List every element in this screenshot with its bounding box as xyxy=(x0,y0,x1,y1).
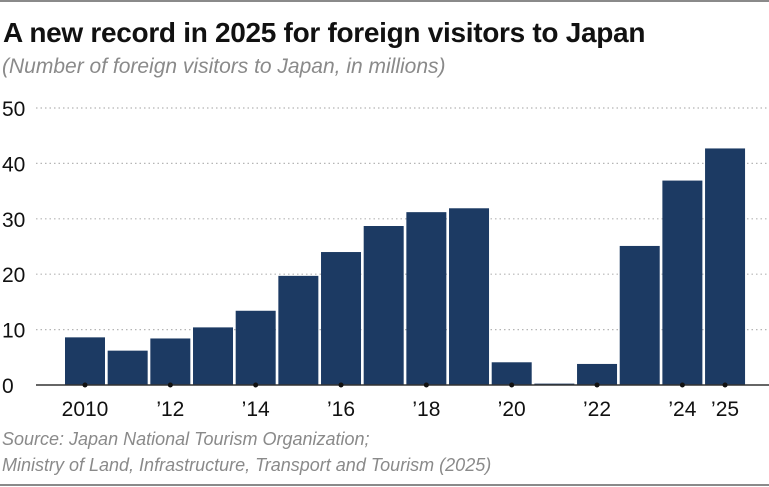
bar-2017 xyxy=(363,226,404,385)
x-tick-label: ’14 xyxy=(242,398,270,421)
x-tick-dot xyxy=(82,382,88,388)
bar-2022 xyxy=(577,363,618,385)
bar-2015 xyxy=(278,275,319,385)
bar-2025 xyxy=(705,148,746,385)
x-tick-dot xyxy=(509,382,515,388)
bar-2023 xyxy=(619,245,660,385)
bar-2018 xyxy=(406,212,447,385)
bottom-rule xyxy=(0,484,769,486)
y-tick-label: 50 xyxy=(2,98,25,121)
source-line-2: Ministry of Land, Infrastructure, Transp… xyxy=(2,455,492,475)
x-tick-label: ’18 xyxy=(412,398,440,421)
x-tick-dot xyxy=(722,382,728,388)
bar-2012 xyxy=(150,338,191,385)
bar-2014 xyxy=(235,310,276,385)
y-tick-label: 0 xyxy=(2,375,14,398)
x-tick-label: ’25 xyxy=(711,398,739,421)
x-tick-label: ’20 xyxy=(498,398,526,421)
bar-2020 xyxy=(491,362,532,385)
bar-2010 xyxy=(65,337,105,385)
chart-title: A new record in 2025 for foreign visitor… xyxy=(3,17,646,48)
x-tick-label: ’12 xyxy=(156,398,184,421)
x-tick-label: ’24 xyxy=(668,398,696,421)
bar-2016 xyxy=(321,252,362,385)
y-tick-label: 20 xyxy=(2,264,25,287)
y-tick-label: 40 xyxy=(2,153,25,176)
x-tick-dot xyxy=(679,382,685,388)
source-line-1: Source: Japan National Tourism Organizat… xyxy=(2,429,370,449)
x-tick-dot xyxy=(423,382,429,388)
x-tick-label: 2010 xyxy=(62,398,109,421)
y-tick-label: 30 xyxy=(2,209,25,232)
x-tick-dot xyxy=(594,382,600,388)
source-note: Source: Japan National Tourism Organizat… xyxy=(2,426,491,478)
bar-2011 xyxy=(107,350,148,385)
bar-2013 xyxy=(193,327,234,385)
x-tick-label: ’22 xyxy=(583,398,611,421)
x-tick-dot xyxy=(253,382,259,388)
bar-2024 xyxy=(662,180,703,385)
y-tick-label: 10 xyxy=(2,320,25,343)
x-tick-dot xyxy=(338,382,344,388)
x-tick-dot xyxy=(167,382,173,388)
bar-2019 xyxy=(449,208,490,385)
chart-subtitle: (Number of foreign visitors to Japan, in… xyxy=(2,55,446,78)
x-tick-label: ’16 xyxy=(327,398,355,421)
top-rule xyxy=(0,0,769,2)
